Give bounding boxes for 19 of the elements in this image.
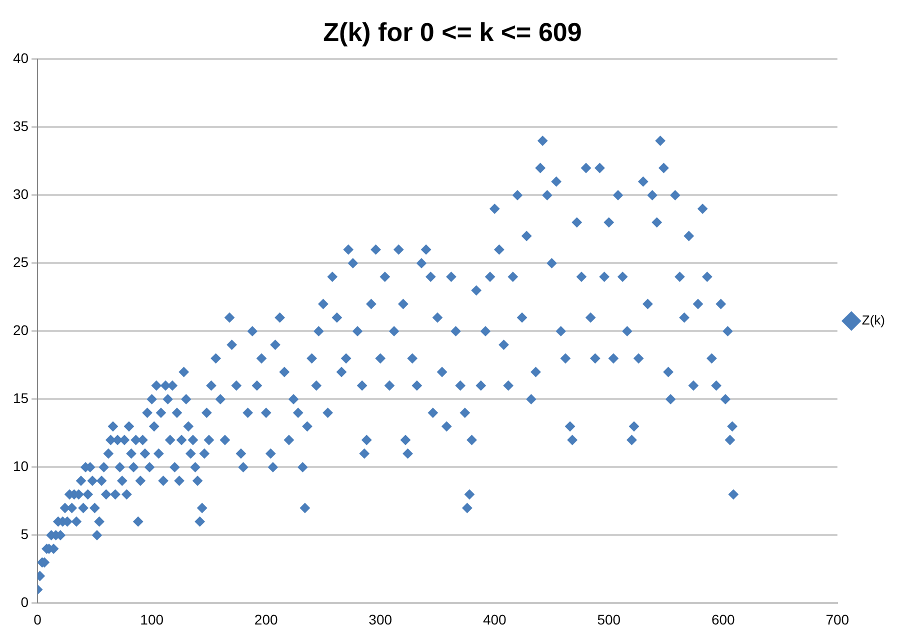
x-tick-label: 500	[597, 611, 621, 628]
y-tick-label: 5	[20, 526, 29, 542]
x-tick-label: 600	[711, 611, 736, 628]
legend-label: Z(k)	[862, 312, 886, 328]
x-tick-label: 300	[368, 611, 392, 628]
y-tick-label: 15	[12, 390, 29, 406]
x-tick-label: 700	[826, 611, 850, 628]
y-tick-label: 20	[12, 322, 29, 338]
x-tick-label: 0	[34, 611, 42, 628]
y-tick-label: 0	[20, 594, 29, 610]
y-tick-label: 40	[12, 50, 29, 66]
chart-title: Z(k) for 0 <= k <= 609	[323, 16, 582, 47]
x-tick-label: 200	[254, 611, 278, 628]
y-tick-label: 35	[12, 118, 29, 134]
y-tick-label: 30	[12, 186, 29, 202]
y-tick-label: 25	[12, 254, 29, 270]
x-tick-label: 100	[140, 611, 164, 628]
x-tick-label: 400	[482, 611, 507, 628]
y-tick-label: 10	[12, 458, 29, 474]
